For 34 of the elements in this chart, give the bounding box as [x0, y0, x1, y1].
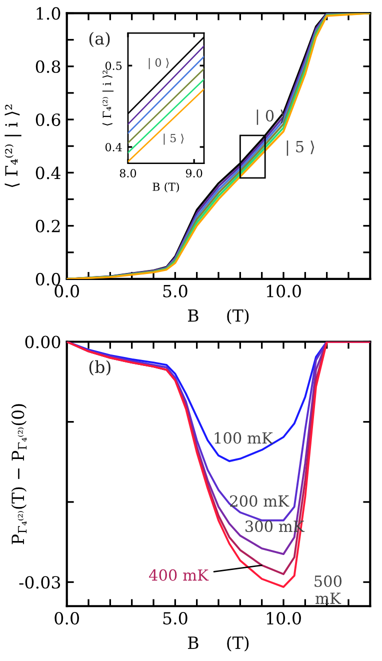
- text: 400 mK: [149, 569, 209, 581]
- series-label: | 0 ⟩: [148, 58, 169, 70]
- y-tick-label: 1.0: [36, 7, 60, 20]
- y-tick-label: 0.8: [36, 60, 60, 73]
- x-tick-label: 5.0: [163, 284, 188, 298]
- annotation: (a): [89, 32, 110, 48]
- y-axis-title: ⟨ Γ₄⁽²⁾ | i ⟩²: [102, 70, 114, 126]
- series-label: | 0 ⟩: [256, 110, 284, 125]
- y-tick-label: 0.4: [36, 166, 60, 180]
- series-label: | 5 ⟩: [286, 140, 314, 156]
- series-label: 100 mK: [214, 432, 274, 444]
- x-tick-label: 0.0: [54, 612, 79, 625]
- x-tick-label: 10.0: [266, 284, 301, 298]
- series-label: 500 mK: [314, 575, 342, 604]
- y-tick-label: 0.0: [36, 272, 60, 286]
- y-axis-title: P$_{Γ₄⁽²⁾}$(T) − P$_{Γ₄⁽²⁾}$(0): [11, 404, 27, 544]
- y-tick-label: -0.03: [19, 576, 60, 589]
- y-tick-label: 0.2: [36, 220, 60, 232]
- annotation: (b): [89, 360, 110, 376]
- x-tick-label: 9.0: [186, 169, 202, 178]
- x-tick-label: 5.0: [163, 612, 188, 625]
- series-label: | 5 ⟩: [164, 134, 184, 145]
- x-axis-title: B (T): [188, 308, 249, 324]
- x-tick-label: 8.0: [120, 169, 136, 178]
- y-tick-label: 0.00: [25, 336, 60, 348]
- y-axis-title: ⟨ Γ₄⁽²⁾ | i ⟩²: [4, 104, 22, 188]
- y-tick-label: 0.4: [105, 142, 122, 152]
- x-axis-title: B (T): [152, 182, 179, 193]
- y-tick-label: 0.6: [36, 113, 60, 126]
- y-tick-label: 0.5: [105, 62, 122, 70]
- x-tick-label: 10.0: [266, 612, 301, 625]
- x-axis-title: B (T): [188, 636, 249, 652]
- series-label: 200 mK: [230, 495, 290, 507]
- x-tick-label: 0.0: [54, 284, 79, 298]
